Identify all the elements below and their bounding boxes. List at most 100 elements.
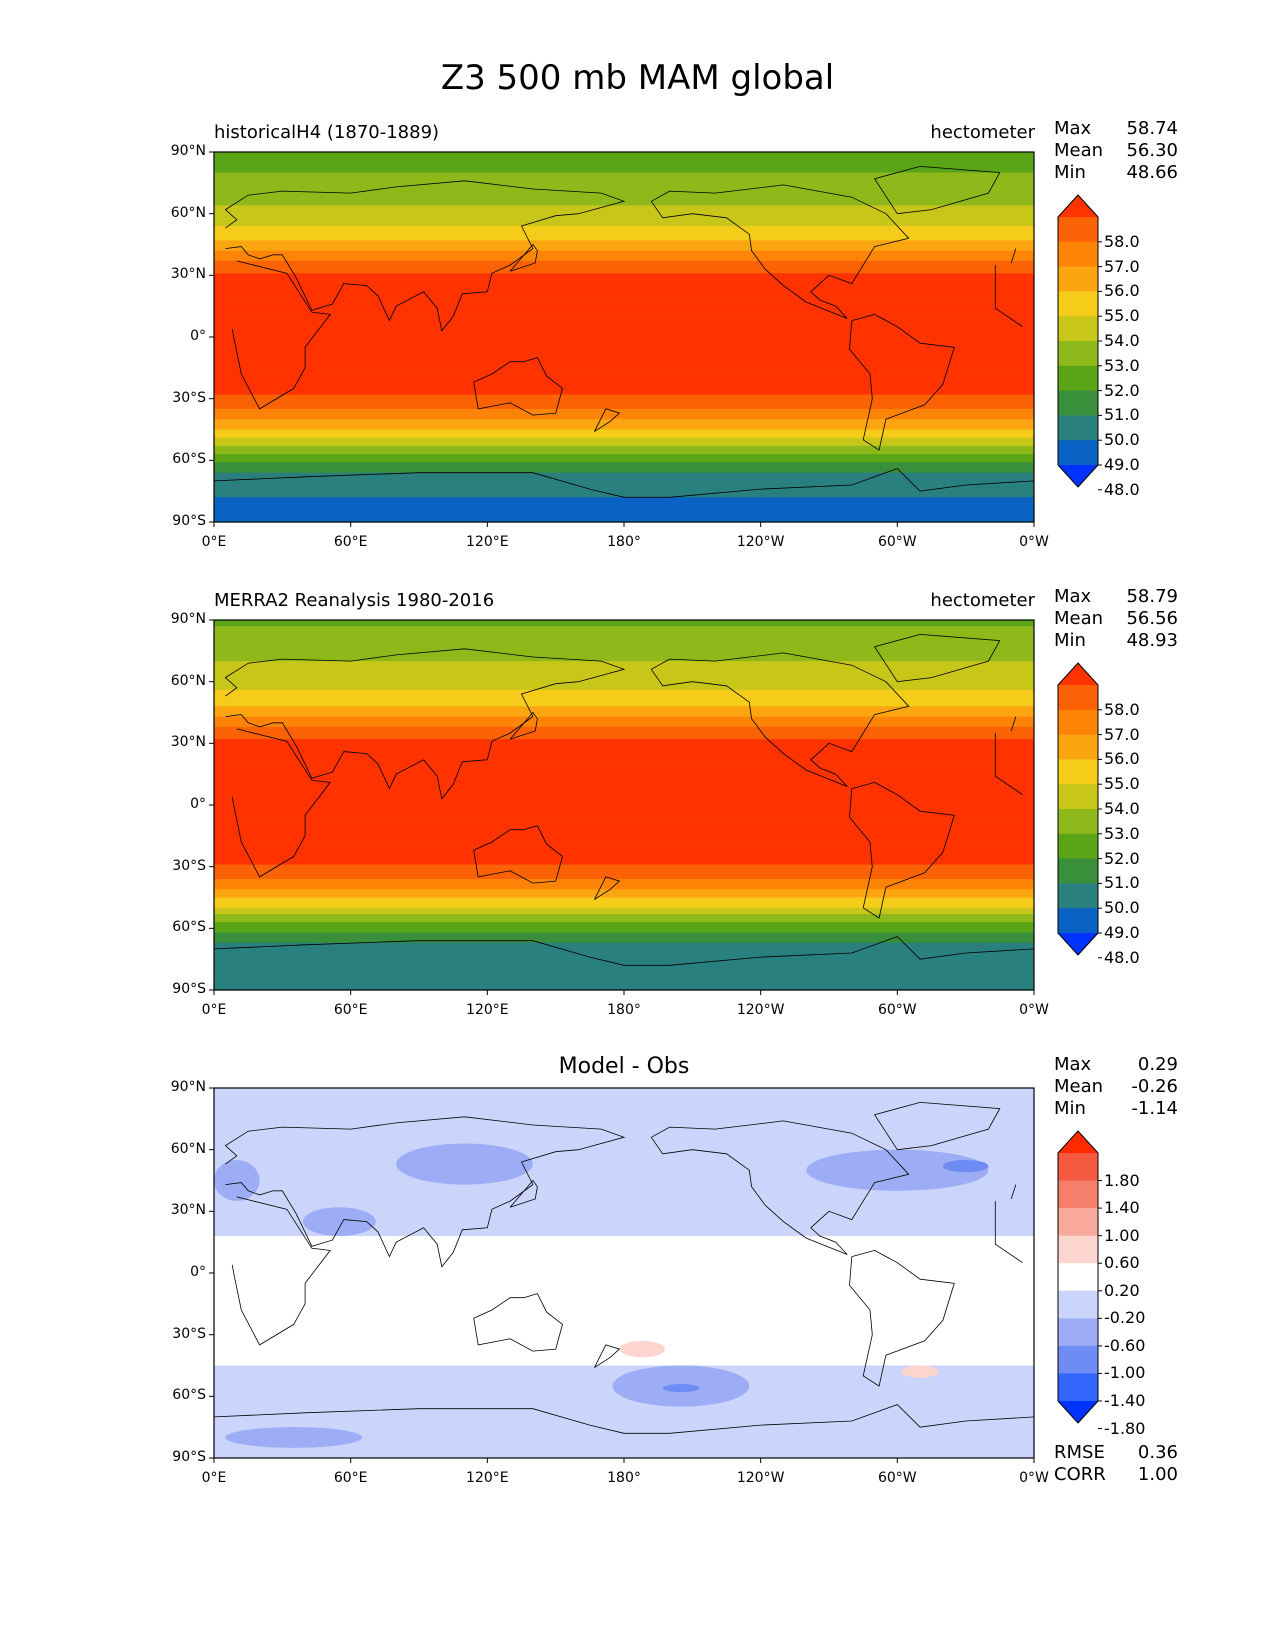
contour-band [214, 324, 1034, 328]
contour-band [214, 800, 1034, 804]
contour-band [214, 860, 1034, 864]
y-tick-label: 90°N [170, 143, 206, 159]
metric-corr-value: 1.00 [1137, 1464, 1178, 1485]
contour-band [214, 462, 1034, 466]
contour-band [214, 258, 1034, 262]
contour-band [214, 295, 1034, 299]
colorbar-tick-label: 52.0 [1104, 380, 1140, 400]
contour-band [214, 382, 1034, 385]
contour-band [214, 289, 1034, 293]
contour-band [214, 1236, 1034, 1366]
contour-band [214, 965, 1034, 968]
contour-band [214, 466, 1034, 470]
contour-band [214, 503, 1034, 507]
contour-band [214, 191, 1034, 194]
colorbar-tick-label: 0.20 [1104, 1280, 1140, 1300]
coastline [224, 1116, 1017, 1268]
colorbar-extend-top [1058, 663, 1098, 685]
contour-region [942, 1159, 989, 1173]
colorbar-tick-label: 58.0 [1104, 231, 1140, 251]
contour-band [214, 339, 1034, 342]
contour-band [214, 712, 1034, 716]
y-tick-label: 30°S [172, 1325, 206, 1342]
contour-band [214, 626, 1034, 629]
coastline [849, 1249, 955, 1387]
contour-band [214, 474, 1034, 478]
contour-band [214, 384, 1034, 387]
contour-band [214, 203, 1034, 207]
coastline [594, 876, 621, 900]
contour-band [214, 835, 1034, 839]
stats-block: Max 0.29 Mean -0.26 Min -1.14 [1054, 1054, 1178, 1120]
contour-band [214, 408, 1034, 412]
colorbar-extend-bottom [1058, 465, 1098, 487]
contour-band [214, 491, 1034, 494]
contour-band [214, 170, 1034, 174]
contour-band [214, 207, 1034, 211]
colorbar-tick-label: 53.0 [1104, 355, 1140, 375]
contour-band [214, 770, 1034, 773]
contour-band [214, 940, 1034, 944]
contour-band [214, 932, 1034, 936]
contour-band [214, 302, 1034, 305]
contour-band [214, 905, 1034, 909]
y-tick-label: 90°S [172, 981, 206, 997]
stat-min-label: Min [1054, 630, 1086, 651]
contour-band [214, 683, 1034, 687]
contour-band [214, 236, 1034, 239]
contour-band [214, 644, 1034, 648]
contour-band [214, 659, 1034, 662]
contour-band [214, 476, 1034, 480]
contour-band [214, 152, 1034, 155]
contour-band [214, 987, 1034, 991]
contour-band [214, 622, 1034, 625]
contour-band [214, 805, 1034, 808]
colorbar-tick-label: 1.00 [1104, 1225, 1140, 1245]
coastline [213, 468, 1035, 498]
contour-band [214, 193, 1034, 196]
coastline [509, 243, 538, 272]
contour-band [214, 928, 1034, 931]
contour-band [214, 279, 1034, 283]
contour-band [214, 852, 1034, 855]
x-tick-label: 0°E [201, 534, 227, 550]
contour-band [214, 509, 1034, 513]
contour-band [214, 918, 1034, 921]
contour-band [214, 827, 1034, 831]
contour-band [214, 285, 1034, 289]
coastline [509, 1179, 538, 1208]
contour-region [214, 1159, 260, 1202]
contour-band [214, 700, 1034, 703]
contour-band [214, 322, 1034, 326]
contour-band [214, 981, 1034, 985]
y-tick-label: 90°S [172, 1449, 206, 1465]
contour-band [214, 946, 1034, 950]
contour-band [214, 431, 1034, 435]
stat-mean-value: -0.26 [1131, 1076, 1178, 1097]
contour-band [214, 168, 1034, 172]
stat-mean-label: Mean [1054, 1076, 1104, 1097]
contour-band [214, 948, 1034, 952]
contour-band [214, 223, 1034, 227]
contour-band [214, 753, 1034, 757]
contour-band [214, 478, 1034, 482]
contour-band [214, 961, 1034, 964]
contour-band [214, 850, 1034, 853]
contour-band [214, 696, 1034, 699]
contour-band [214, 380, 1034, 383]
y-tick-label: 60°N [170, 672, 206, 689]
contour-band [214, 909, 1034, 913]
contour-band [214, 743, 1034, 746]
contour-band [214, 199, 1034, 202]
colorbar-tick-label: 50.0 [1104, 430, 1140, 450]
panel-ref: MERRA2 Reanalysis 1980-2016 hectometer M… [0, 586, 1275, 1060]
colorbar-segment [1058, 341, 1098, 367]
colorbar-tick-label: 51.0 [1104, 873, 1140, 893]
contour-band [214, 774, 1034, 777]
contour-band [214, 969, 1034, 973]
contour-band [214, 741, 1034, 744]
contour-band [214, 376, 1034, 379]
contour-band [214, 922, 1034, 925]
contour-band [214, 757, 1034, 761]
coastline [231, 728, 1023, 878]
